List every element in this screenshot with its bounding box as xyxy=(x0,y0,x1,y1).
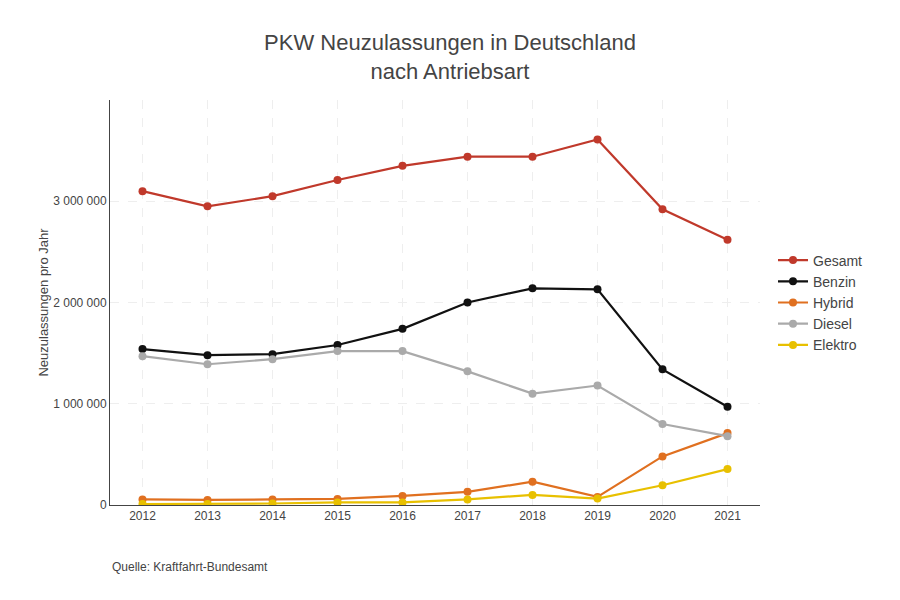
svg-text:Gesamt: Gesamt xyxy=(813,253,862,269)
svg-text:0: 0 xyxy=(100,498,107,512)
svg-text:2016: 2016 xyxy=(389,509,416,523)
svg-text:2014: 2014 xyxy=(259,509,286,523)
svg-text:2012: 2012 xyxy=(129,509,156,523)
svg-text:2017: 2017 xyxy=(454,509,481,523)
svg-text:Hybrid: Hybrid xyxy=(813,295,853,311)
svg-text:2 000 000: 2 000 000 xyxy=(53,296,107,310)
svg-text:2019: 2019 xyxy=(584,509,611,523)
svg-text:Benzin: Benzin xyxy=(813,274,856,290)
svg-text:3 000 000: 3 000 000 xyxy=(53,194,107,208)
svg-text:Quelle: Kraftfahrt-Bundesamt: Quelle: Kraftfahrt-Bundesamt xyxy=(112,560,268,574)
svg-text:2020: 2020 xyxy=(649,509,676,523)
svg-text:Diesel: Diesel xyxy=(813,316,852,332)
svg-text:Elektro: Elektro xyxy=(813,337,857,353)
svg-text:Neuzulassungen pro Jahr: Neuzulassungen pro Jahr xyxy=(36,228,51,377)
svg-text:2013: 2013 xyxy=(194,509,221,523)
svg-text:1 000 000: 1 000 000 xyxy=(53,397,107,411)
svg-text:2015: 2015 xyxy=(324,509,351,523)
svg-text:PKW Neuzulassungen in Deutschl: PKW Neuzulassungen in Deutschlandnach An… xyxy=(264,30,636,84)
svg-text:2021: 2021 xyxy=(714,509,741,523)
svg-text:2018: 2018 xyxy=(519,509,546,523)
